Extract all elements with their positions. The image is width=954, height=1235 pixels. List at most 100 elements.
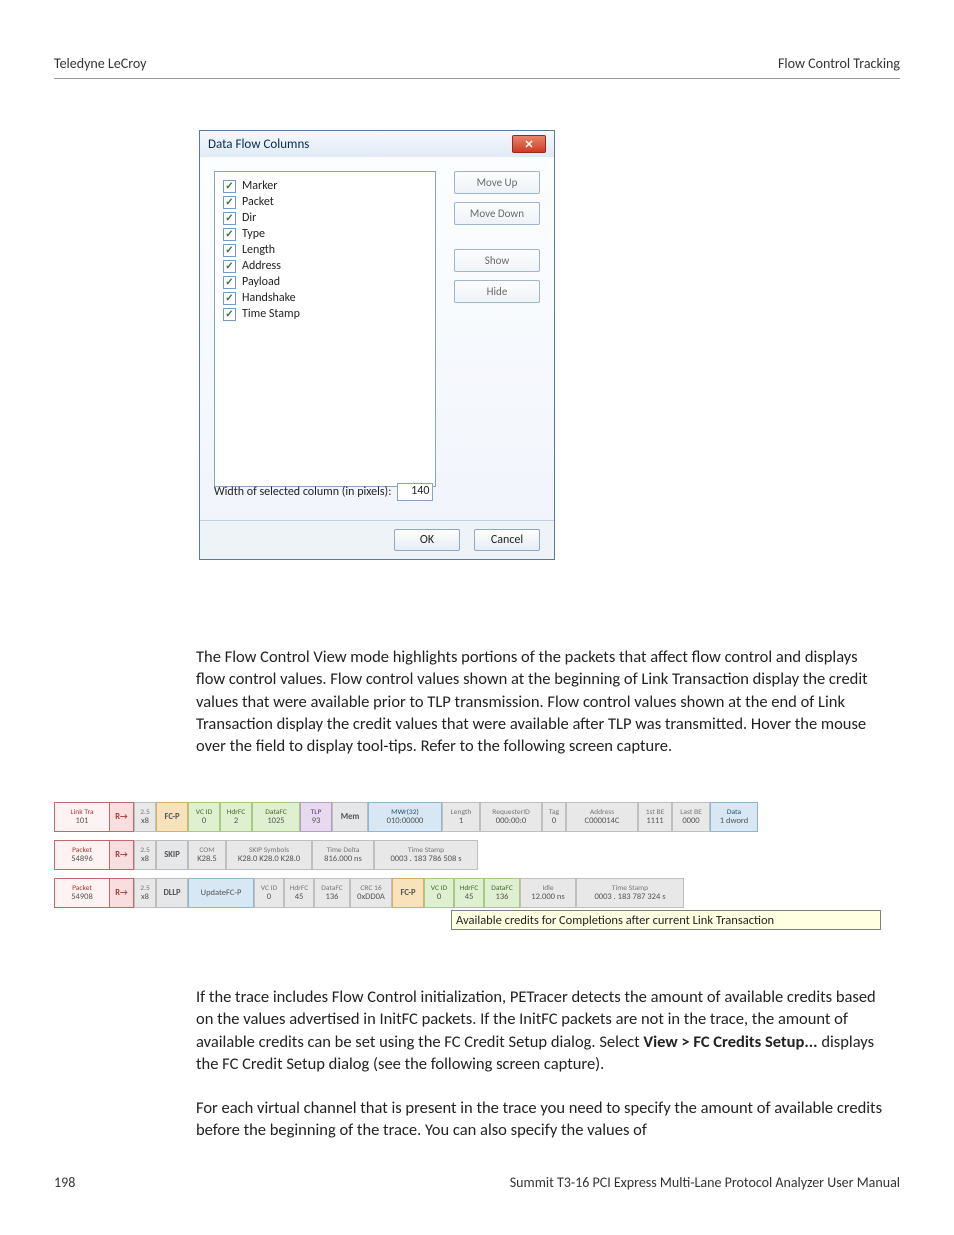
width-label: Width of selected column (in pixels): [214, 485, 391, 499]
trace-cell: FC-P [392, 878, 424, 908]
trace-cell: MWr(32)010:00000 [368, 802, 442, 832]
dialog-titlebar: Data Flow Columns ✕ [200, 131, 554, 157]
header-right: Flow Control Tracking [778, 55, 900, 72]
footer-title: Summit T3-16 PCI Express Multi-Lane Prot… [510, 1174, 900, 1191]
paragraph-3: For each virtual channel that is present… [196, 1097, 890, 1142]
trace-cell: HdrFC2 [220, 802, 252, 832]
page-footer: 198 Summit T3-16 PCI Express Multi-Lane … [54, 1174, 900, 1191]
checklist-item-label: Handshake [242, 291, 296, 305]
checklist-item-label: Marker [242, 179, 277, 193]
move-down-button[interactable]: Move Down [454, 202, 540, 225]
tooltip: Available credits for Completions after … [451, 910, 881, 930]
checkbox-icon[interactable]: ✓ [223, 244, 236, 257]
paragraph-2: If the trace includes Flow Control initi… [196, 986, 890, 1075]
close-button[interactable]: ✕ [512, 135, 546, 153]
checklist-item-label: Time Stamp [242, 307, 300, 321]
trace-cell: DLLP [156, 878, 188, 908]
trace-cell: Data1 dword [710, 802, 758, 832]
checklist-item[interactable]: ✓ Payload [223, 274, 427, 290]
trace-cell: Last BE0000 [672, 802, 710, 832]
direction-arrow-icon: R→ [110, 878, 134, 908]
trace-cell: SKIP [156, 840, 188, 870]
trace-row-packet-54896: Packet54896R→2.5x8SKIPCOMK28.5SKIP Symbo… [54, 840, 900, 870]
trace-cell: Length1 [442, 802, 480, 832]
trace-lead: Link Tra101 [54, 802, 110, 832]
checkbox-icon[interactable]: ✓ [223, 212, 236, 225]
trace-row-packet-54908: Packet54908R→2.5x8DLLPUpdateFC-PVC ID0Hd… [54, 878, 900, 908]
trace-cell: 2.5x8 [134, 802, 156, 832]
trace-cell: Mem [332, 802, 368, 832]
trace-cell: 1st BE1111 [638, 802, 672, 832]
checkbox-icon[interactable]: ✓ [223, 276, 236, 289]
direction-arrow-icon: R→ [110, 840, 134, 870]
close-icon: ✕ [524, 138, 533, 151]
trace-cell: SKIP SymbolsK28.0 K28.0 K28.0 [226, 840, 312, 870]
trace-cell: 2.5x8 [134, 840, 156, 870]
checklist-item[interactable]: ✓ Packet [223, 194, 427, 210]
trace-cell: Time Stamp0003 . 183 786 508 s [374, 840, 478, 870]
show-button[interactable]: Show [454, 249, 540, 272]
checkbox-icon[interactable]: ✓ [223, 292, 236, 305]
trace-cell: Tag0 [542, 802, 566, 832]
data-flow-columns-dialog: Data Flow Columns ✕ ✓ Marker ✓ Packet ✓ Dir ✓ T… [199, 130, 555, 560]
checklist-item-label: Type [242, 227, 265, 241]
footer-page: 198 [54, 1174, 75, 1191]
hide-button[interactable]: Hide [454, 280, 540, 303]
trace-lead: Packet54908 [54, 878, 110, 908]
checklist-item[interactable]: ✓ Handshake [223, 290, 427, 306]
trace-cell: VC ID0 [254, 878, 284, 908]
checklist-item[interactable]: ✓ Length [223, 242, 427, 258]
column-checklist[interactable]: ✓ Marker ✓ Packet ✓ Dir ✓ Type ✓ Length ✓ Address ✓ P… [214, 171, 436, 487]
move-up-button[interactable]: Move Up [454, 171, 540, 194]
trace-cell: CRC 160xDD0A [350, 878, 392, 908]
header-left: Teledyne LeCroy [54, 55, 147, 72]
dialog-side-buttons: Move Up Move Down Show Hide [454, 171, 540, 487]
paragraph-1: The Flow Control View mode highlights po… [196, 646, 890, 757]
trace-cell: Time Delta816.000 ns [312, 840, 374, 870]
width-input[interactable]: 140 [397, 483, 433, 501]
trace-row-link-tra: Link Tra101R→2.5x8FC-PVC ID0HdrFC2DataFC… [54, 802, 900, 832]
dialog-title-text: Data Flow Columns [208, 137, 309, 152]
trace-cell: Idle12.000 ns [520, 878, 576, 908]
checklist-item-label: Address [242, 259, 281, 273]
trace-cell: HdrFC45 [454, 878, 484, 908]
trace-cell: FC-P [156, 802, 188, 832]
trace-lead: Packet54896 [54, 840, 110, 870]
dialog-body: ✓ Marker ✓ Packet ✓ Dir ✓ Type ✓ Length ✓ Address ✓ P… [200, 157, 554, 497]
checklist-item[interactable]: ✓ Dir [223, 210, 427, 226]
trace-cell: UpdateFC-P [188, 878, 254, 908]
page-header: Teledyne LeCroy Flow Control Tracking [54, 55, 900, 79]
checklist-item[interactable]: ✓ Type [223, 226, 427, 242]
dialog-footer: OK Cancel [200, 520, 554, 559]
checkbox-icon[interactable]: ✓ [223, 196, 236, 209]
cancel-button[interactable]: Cancel [474, 529, 540, 551]
trace-cell: HdrFC45 [284, 878, 314, 908]
checklist-item[interactable]: ✓ Address [223, 258, 427, 274]
checklist-item-label: Length [242, 243, 275, 257]
width-row: Width of selected column (in pixels): 14… [214, 483, 433, 501]
checkbox-icon[interactable]: ✓ [223, 228, 236, 241]
checkbox-icon[interactable]: ✓ [223, 180, 236, 193]
checkbox-icon[interactable]: ✓ [223, 308, 236, 321]
ok-button[interactable]: OK [394, 529, 460, 551]
checklist-item[interactable]: ✓ Marker [223, 178, 427, 194]
trace-cell: DataFC136 [314, 878, 350, 908]
trace-cell: TLP93 [300, 802, 332, 832]
trace-capture: Link Tra101R→2.5x8FC-PVC ID0HdrFC2DataFC… [54, 802, 900, 916]
checklist-item-label: Payload [242, 275, 280, 289]
trace-cell: VC ID0 [188, 802, 220, 832]
trace-cell: Time Stamp0003 . 183 787 324 s [576, 878, 684, 908]
trace-cell: COMK28.5 [188, 840, 226, 870]
trace-cell: VC ID0 [424, 878, 454, 908]
trace-cell: 2.5x8 [134, 878, 156, 908]
direction-arrow-icon: R→ [110, 802, 134, 832]
para2-bold: View > FC Credits Setup... [643, 1032, 817, 1052]
checklist-item-label: Dir [242, 211, 256, 225]
checkbox-icon[interactable]: ✓ [223, 260, 236, 273]
checklist-item-label: Packet [242, 195, 274, 209]
checklist-item[interactable]: ✓ Time Stamp [223, 306, 427, 322]
trace-cell: DataFC1025 [252, 802, 300, 832]
trace-cell: AddressC000014C [566, 802, 638, 832]
trace-cell: RequesterID000:00:0 [480, 802, 542, 832]
trace-cell: DataFC136 [484, 878, 520, 908]
